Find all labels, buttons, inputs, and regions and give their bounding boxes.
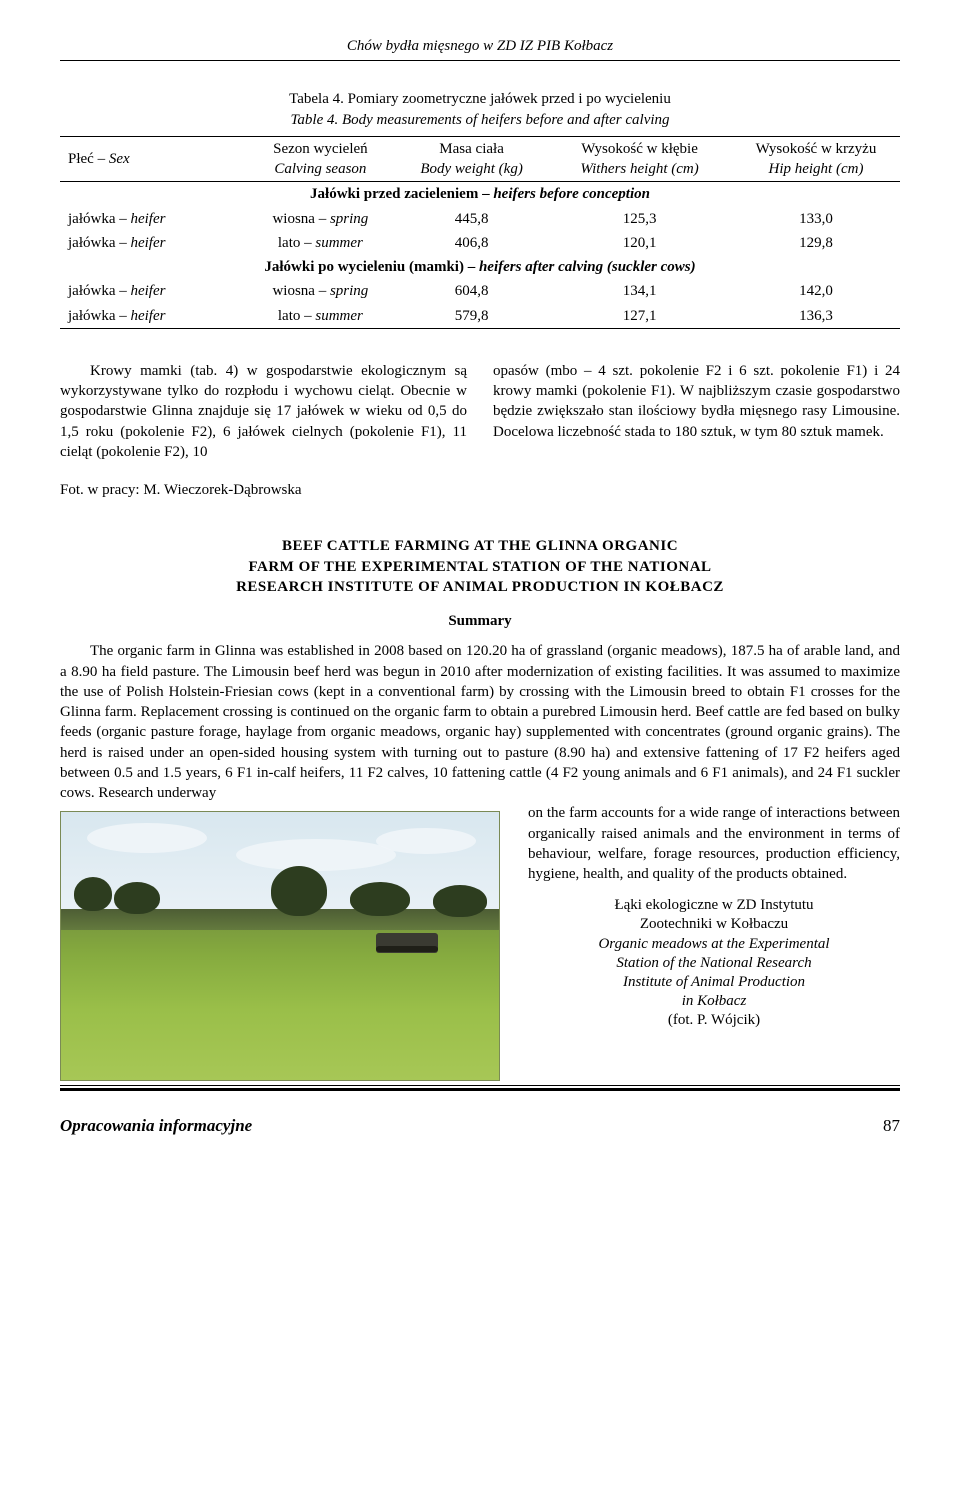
col4-en: Hip height (cm) <box>768 161 863 177</box>
cell: heifer <box>130 308 165 324</box>
cell: 133,0 <box>732 207 900 231</box>
running-header: Chów bydła mięsnego w ZD IZ PIB Kołbacz <box>60 36 900 56</box>
eng-title-line: FARM OF THE EXPERIMENTAL STATION OF THE … <box>100 557 860 577</box>
header-rule <box>60 60 900 61</box>
caption-line: Institute of Animal Production <box>528 973 900 992</box>
table-row: jałówka – heifer lato – summer 579,8 127… <box>60 304 900 329</box>
cell: 129,8 <box>732 231 900 255</box>
cell: 142,0 <box>732 279 900 303</box>
table-row: jałówka – heifer lato – summer 406,8 120… <box>60 231 900 255</box>
cell: jałówka – <box>68 308 127 324</box>
caption-line: Łąki ekologiczne w ZD Instytutu <box>528 896 900 915</box>
caption-line: Organic meadows at the Experimental <box>528 935 900 954</box>
col1-pl: Sezon wycieleń <box>273 141 368 157</box>
eng-title-line: BEEF CATTLE FARMING AT THE GLINNA ORGANI… <box>100 536 860 556</box>
caption-line: (fot. P. Wójcik) <box>528 1011 900 1030</box>
col2-en: Body weight (kg) <box>420 161 522 177</box>
cell: spring <box>330 283 368 299</box>
col2-pl: Masa ciała <box>439 141 504 157</box>
page-footer: Opracowania informacyjne 87 <box>60 1111 900 1138</box>
caption-line: Station of the National Research <box>528 954 900 973</box>
summary-label: Summary <box>60 611 900 631</box>
summary-p2-right: on the farm accounts for a wide range of… <box>528 805 900 882</box>
cell: 579,8 <box>396 304 547 329</box>
measurements-table: Płeć – Sex Sezon wycieleń Calving season… <box>60 136 900 329</box>
photo-credit: Fot. w pracy: M. Wieczorek-Dąbrowska <box>60 480 900 500</box>
col4-pl: Wysokość w krzyżu <box>756 141 877 157</box>
english-title: BEEF CATTLE FARMING AT THE GLINNA ORGANI… <box>60 536 900 597</box>
summary-p1: The organic farm in Glinna was establish… <box>60 641 900 803</box>
col3-en: Withers height (cm) <box>580 161 698 177</box>
body-right: opasów (mbo – 4 szt. pokolenie F2 i 6 sz… <box>493 361 900 442</box>
section2-title-pl: Jałówki po wycieleniu (mamki) – <box>264 259 475 275</box>
cell: jałówka – <box>68 283 127 299</box>
cell: 445,8 <box>396 207 547 231</box>
table-row: jałówka – heifer wiosna – spring 445,8 1… <box>60 207 900 231</box>
cell: summer <box>315 235 363 251</box>
photo-side-caption: Łąki ekologiczne w ZD Instytutu Zootechn… <box>528 896 900 1030</box>
cell: lato – <box>278 308 312 324</box>
col1-en: Calving season <box>274 161 366 177</box>
meadow-photo <box>60 811 500 1081</box>
cell: spring <box>330 211 368 227</box>
summary-paragraph-1: The organic farm in Glinna was establish… <box>60 641 900 803</box>
cell: jałówka – <box>68 211 127 227</box>
section1-title-en: heifers before conception <box>493 186 650 202</box>
cell: 125,3 <box>547 207 732 231</box>
footer-rules <box>60 1085 900 1091</box>
cell: 136,3 <box>732 304 900 329</box>
table-row: jałówka – heifer wiosna – spring 604,8 1… <box>60 279 900 303</box>
eng-title-line: RESEARCH INSTITUTE OF ANIMAL PRODUCTION … <box>100 577 860 597</box>
cell: 127,1 <box>547 304 732 329</box>
section2-title-en: heifers after calving (suckler cows) <box>479 259 696 275</box>
caption-line: in Kołbacz <box>528 992 900 1011</box>
cell: 120,1 <box>547 231 732 255</box>
cell: 604,8 <box>396 279 547 303</box>
cell: lato – <box>278 235 312 251</box>
cell: 134,1 <box>547 279 732 303</box>
col0-pl: Płeć – Sex <box>68 151 130 167</box>
cell: heifer <box>130 283 165 299</box>
cell: 406,8 <box>396 231 547 255</box>
col3-pl: Wysokość w kłębie <box>581 141 698 157</box>
page-number: 87 <box>883 1115 900 1138</box>
body-left: Krowy mamki (tab. 4) w gospodarstwie eko… <box>60 361 467 462</box>
footer-section-title: Opracowania informacyjne <box>60 1115 252 1138</box>
cell: wiosna – <box>272 283 326 299</box>
caption-line: Zootechniki w Kołbaczu <box>528 915 900 934</box>
table-caption-pl: Tabela 4. Pomiary zoometryczne jałówek p… <box>60 89 900 109</box>
body-two-column: Krowy mamki (tab. 4) w gospodarstwie eko… <box>60 361 900 462</box>
section1-title-pl: Jałówki przed zacieleniem – <box>310 186 490 202</box>
cell: summer <box>315 308 363 324</box>
cell: heifer <box>130 235 165 251</box>
cell: jałówka – <box>68 235 127 251</box>
cell: heifer <box>130 211 165 227</box>
cell: wiosna – <box>272 211 326 227</box>
table-caption-en: Table 4. Body measurements of heifers be… <box>60 110 900 130</box>
